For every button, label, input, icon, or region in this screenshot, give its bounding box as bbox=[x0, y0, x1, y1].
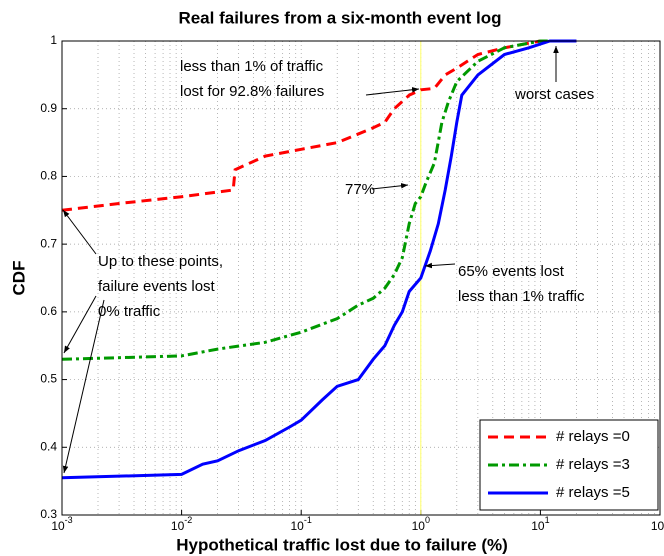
arrow bbox=[62, 299, 105, 474]
tick-base: 10 bbox=[651, 519, 664, 533]
y-tick-label: 0.7 bbox=[40, 236, 57, 250]
tick-exponent: -2 bbox=[184, 515, 192, 525]
y-tick-label: 0.6 bbox=[40, 304, 57, 318]
tick-base: 10 bbox=[171, 519, 185, 533]
tick-exponent: 1 bbox=[545, 515, 550, 525]
tick-base: 10 bbox=[531, 519, 545, 533]
annotation: worst cases bbox=[514, 86, 594, 103]
arrow bbox=[371, 182, 409, 190]
annotation: failure events lost bbox=[98, 278, 216, 295]
legend: # relays =0 # relays =3 # relays =5 bbox=[479, 419, 659, 511]
chart-title: Real failures from a six-month event log bbox=[178, 8, 501, 27]
series-line bbox=[61, 39, 577, 361]
tick-base: 10 bbox=[412, 519, 426, 533]
x-tick-label: 100 bbox=[412, 515, 430, 533]
legend-label: # relays =3 bbox=[556, 456, 630, 473]
arrow bbox=[62, 209, 97, 255]
annotation: 65% events lost bbox=[458, 263, 565, 280]
tick-base: 10 bbox=[51, 519, 65, 533]
annotation: lost for 92.8% failures bbox=[180, 83, 324, 100]
series-line bbox=[61, 39, 577, 480]
legend-label: # relays =0 bbox=[556, 428, 630, 445]
plot-frame bbox=[61, 40, 661, 516]
y-tick-label: 1 bbox=[50, 33, 57, 47]
legend-label: # relays =5 bbox=[556, 484, 630, 501]
x-axis-label: Hypothetical traffic lost due to failure… bbox=[176, 535, 508, 554]
tick-exponent: -3 bbox=[65, 515, 73, 525]
arrow bbox=[424, 262, 456, 269]
tick-exponent: -1 bbox=[304, 515, 312, 525]
x-tick-label: 101 bbox=[531, 515, 549, 533]
annotation: Up to these points, bbox=[98, 253, 223, 270]
annotation: 77% bbox=[345, 181, 375, 198]
x-tick-label: 102 bbox=[651, 515, 664, 533]
annotation: 0% traffic bbox=[98, 303, 161, 320]
series-line bbox=[61, 39, 577, 212]
tick-base: 10 bbox=[291, 519, 305, 533]
y-tick-label: 0.9 bbox=[40, 101, 57, 115]
y-tick-label: 0.5 bbox=[40, 372, 57, 386]
x-tick-label: 10-3 bbox=[51, 515, 72, 533]
x-tick-label: 10-1 bbox=[291, 515, 312, 533]
y-tick-label: 0.4 bbox=[40, 439, 57, 453]
x-tick-label: 10-2 bbox=[171, 515, 192, 533]
lines bbox=[61, 39, 577, 480]
annotation-arrows bbox=[62, 46, 559, 474]
arrow bbox=[365, 87, 420, 96]
y-axis-label: CDF bbox=[9, 261, 28, 296]
arrow bbox=[63, 295, 97, 354]
tick-exponent: 0 bbox=[425, 515, 430, 525]
annotation: less than 1% traffic bbox=[458, 288, 585, 305]
annotation: less than 1% of traffic bbox=[180, 58, 324, 75]
y-tick-label: 0.8 bbox=[40, 169, 57, 183]
y-tick-label: 0.3 bbox=[40, 507, 57, 521]
